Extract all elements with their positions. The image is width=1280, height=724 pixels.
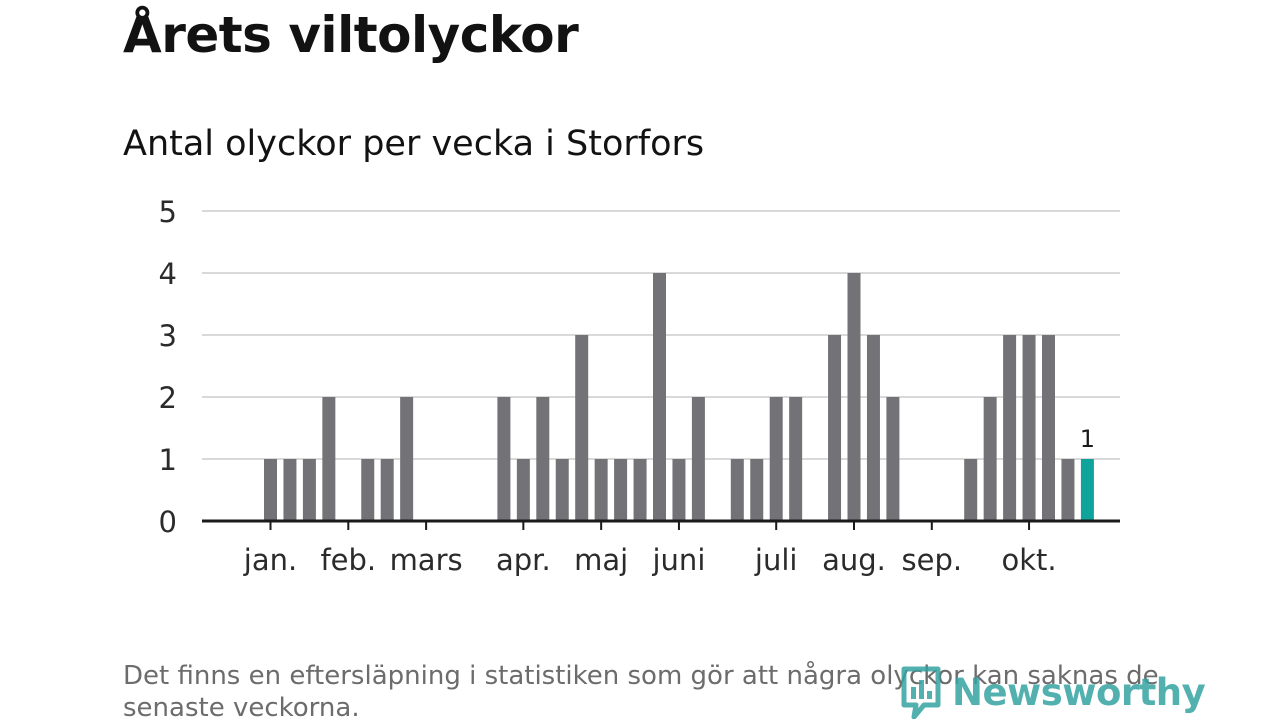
bar-chart: 0 1 2 3 4 5 jan. feb. mars apr. maj juni juli aug. se…	[159, 195, 1120, 577]
y-tick-label: 2	[159, 381, 177, 415]
bar	[672, 459, 686, 521]
bar	[302, 459, 316, 521]
bar	[828, 335, 842, 521]
footnote-line-2: senaste veckorna.	[123, 693, 360, 723]
bar	[847, 273, 861, 521]
y-tick-label: 3	[159, 319, 177, 353]
bar	[614, 459, 628, 521]
y-axis-labels: 0 1 2 3 4 5	[159, 195, 177, 539]
highlighted-bar	[1080, 459, 1094, 521]
footnote-line-1: Det finns en eftersläpning i statistiken…	[123, 661, 1159, 691]
bar	[769, 397, 783, 521]
bar	[575, 335, 589, 521]
bar	[789, 397, 803, 521]
bar	[322, 397, 336, 521]
bar	[400, 397, 414, 521]
bars	[264, 273, 1094, 521]
x-tick-label: feb.	[320, 543, 376, 577]
x-tick-label: okt.	[1001, 543, 1056, 577]
newsworthy-wordmark: Newsworthy	[952, 670, 1206, 714]
x-tick-label: apr.	[496, 543, 551, 577]
footnote: Det finns en eftersläpning i statistiken…	[123, 660, 1163, 724]
x-tick-label: juni	[652, 543, 706, 577]
x-tick-label: aug.	[822, 543, 886, 577]
bar	[594, 459, 608, 521]
bar	[1061, 459, 1075, 521]
annotations: 1	[1080, 425, 1095, 453]
bar	[555, 459, 569, 521]
x-tick-label: jan.	[243, 543, 297, 577]
chart-title: Årets viltolyckor	[123, 6, 579, 64]
bar	[361, 459, 375, 521]
bar	[536, 397, 550, 521]
bar	[1022, 335, 1036, 521]
bar	[264, 459, 277, 521]
bar	[633, 459, 647, 521]
bar	[653, 273, 666, 521]
y-tick-label: 1	[159, 443, 177, 477]
bar	[730, 459, 744, 521]
bar	[866, 335, 880, 521]
newsworthy-logo-icon	[901, 666, 941, 719]
y-tick-label: 5	[159, 195, 177, 229]
bar	[380, 459, 394, 521]
x-tick-label: sep.	[902, 543, 963, 577]
bar	[1042, 335, 1055, 521]
bar	[691, 397, 705, 521]
y-tick-label: 4	[159, 257, 177, 291]
bar	[1003, 335, 1017, 521]
chart-subtitle: Antal olyckor per vecka i Storfors	[123, 124, 705, 164]
bar	[886, 397, 900, 521]
bar	[516, 459, 530, 521]
x-axis-ticks	[269, 521, 1031, 530]
data-label: 1	[1080, 425, 1095, 453]
x-axis-labels: jan. feb. mars apr. maj juni juli aug. sep. okt.	[243, 543, 1057, 577]
bar	[750, 459, 764, 521]
bar	[964, 459, 978, 521]
x-tick-label: maj	[574, 543, 628, 577]
bar	[283, 459, 297, 521]
newsworthy-logo: Newsworthy	[900, 664, 1206, 720]
y-tick-label: 0	[159, 505, 177, 539]
x-tick-label: mars	[390, 543, 463, 577]
bar	[983, 397, 997, 521]
x-tick-label: juli	[754, 543, 798, 577]
bar	[497, 397, 511, 521]
